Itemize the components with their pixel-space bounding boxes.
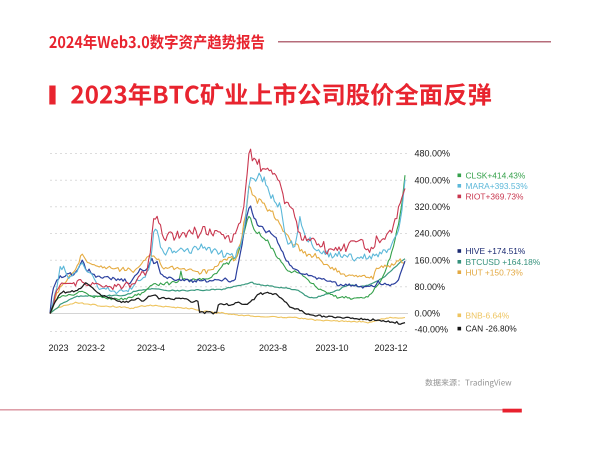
svg-text:CAN -26.80%: CAN -26.80% [466, 324, 518, 334]
svg-text:480.00%: 480.00% [415, 149, 451, 159]
svg-text:-40.00%: -40.00% [415, 325, 449, 335]
svg-text:RIOT+369.73%: RIOT+369.73% [466, 192, 525, 202]
svg-text:2023-12: 2023-12 [374, 343, 407, 353]
svg-text:CLSK+414.43%: CLSK+414.43% [466, 170, 526, 180]
svg-text:BNB-6.64%: BNB-6.64% [466, 310, 510, 320]
svg-text:2023: 2023 [48, 343, 68, 353]
svg-text:HIVE +174.51%: HIVE +174.51% [466, 246, 526, 256]
svg-text:2023-8: 2023-8 [259, 343, 287, 353]
svg-text:400.00%: 400.00% [415, 175, 451, 185]
svg-text:160.00%: 160.00% [415, 255, 451, 265]
svg-text:2023-2: 2023-2 [77, 343, 105, 353]
svg-text:0.00%: 0.00% [415, 309, 441, 319]
svg-text:2023-6: 2023-6 [197, 343, 225, 353]
svg-text:320.00%: 320.00% [415, 202, 451, 212]
svg-text:HUT +150.73%: HUT +150.73% [466, 267, 524, 277]
svg-text:MARA+393.53%: MARA+393.53% [466, 181, 529, 191]
svg-text:2023-4: 2023-4 [137, 343, 165, 353]
svg-text:BTCUSD +164.18%: BTCUSD +164.18% [466, 257, 541, 267]
svg-text:2023-10: 2023-10 [315, 343, 348, 353]
svg-text:80.00%: 80.00% [415, 282, 446, 292]
svg-text:240.00%: 240.00% [415, 229, 451, 239]
